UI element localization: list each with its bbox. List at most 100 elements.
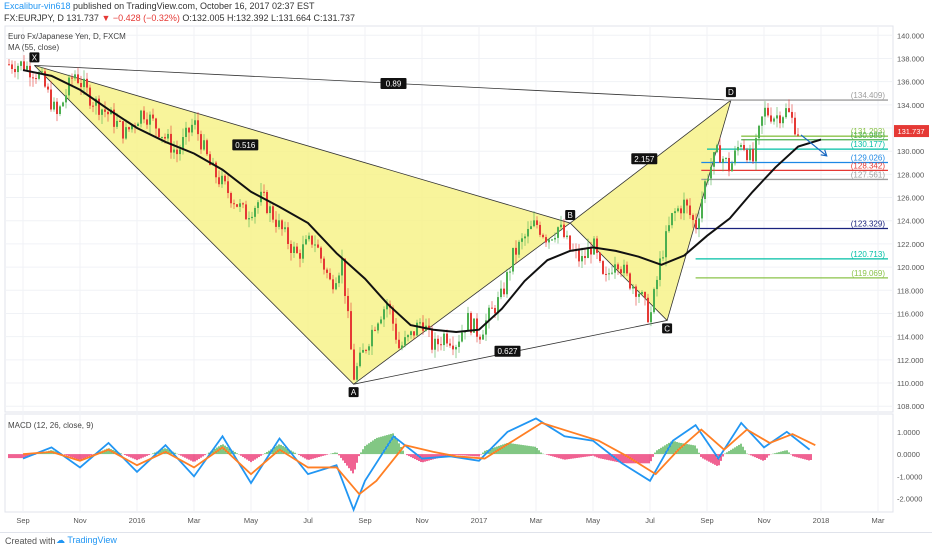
candle-body [251, 216, 253, 219]
y-tick-label: 112.000 [897, 356, 924, 365]
candle-body [287, 227, 289, 244]
candle-body [200, 134, 202, 150]
projection-arrow-line [800, 134, 828, 157]
candle-body [356, 366, 358, 380]
brand-text: TradingView [67, 535, 117, 545]
ratio-label: 0.89 [386, 79, 402, 88]
candle-body [434, 338, 436, 350]
macd-legend: MACD (12, 26, close, 9) [8, 421, 94, 430]
candle-body [563, 224, 565, 238]
ratio-label-bg [232, 139, 259, 151]
candle-body [95, 98, 97, 106]
ratio-label-bg [631, 153, 658, 165]
candle-body [62, 102, 64, 107]
candle-body [176, 149, 178, 155]
candle-body [764, 107, 766, 117]
pivot-label: C [664, 324, 670, 333]
candle-body [494, 307, 496, 314]
candle-body [761, 116, 763, 126]
candle-body [728, 158, 730, 172]
candle-body [473, 318, 475, 333]
tradingview-logo[interactable]: ☁ TradingView [56, 535, 117, 545]
candle-body [509, 271, 511, 273]
candle-body [641, 291, 643, 294]
y-tick-label: 120.000 [897, 263, 924, 272]
candle-body [290, 243, 292, 253]
candle-body [446, 333, 448, 344]
candle-body [50, 89, 52, 110]
candle-body [80, 83, 82, 88]
candle-body [14, 69, 16, 73]
candle-body [623, 264, 625, 274]
candle-body [311, 235, 313, 245]
y-tick-label: 122.000 [897, 240, 924, 249]
candle-body [746, 149, 748, 161]
fib-levels[interactable]: (134.409) (131.293)(130.985)(130.177) (129… [695, 91, 888, 279]
candle-body [467, 312, 469, 332]
candle-body [557, 227, 559, 238]
candle-body [680, 208, 682, 214]
candle-body [788, 108, 790, 112]
candle-body [38, 71, 40, 79]
candle-body [164, 136, 166, 139]
candle-body [401, 345, 403, 349]
candle-body [188, 127, 190, 133]
moving-average [22, 69, 822, 334]
macd-pane [8, 417, 816, 513]
candle-body [119, 120, 121, 122]
candle-body [740, 145, 742, 147]
candle-body [416, 322, 418, 336]
candle-body [734, 150, 736, 164]
candle-body [284, 227, 286, 230]
fib-level-label: (131.293) [851, 127, 886, 136]
ma-line [22, 69, 822, 334]
candle-body [335, 283, 337, 290]
x-tick-label: 2018 [813, 516, 830, 525]
candle-body [686, 199, 688, 206]
candle-body [203, 140, 205, 150]
candle-body [704, 181, 706, 200]
x-tick-label: May [586, 516, 600, 525]
candle-body [41, 71, 43, 73]
candle-body [542, 234, 544, 238]
candle-body [242, 203, 244, 205]
macd-pane-border [4, 413, 894, 513]
candle-body [683, 199, 685, 214]
candle-body [518, 241, 520, 255]
candle-body [713, 152, 715, 167]
candle-body [245, 204, 247, 220]
candle-body [437, 338, 439, 345]
candle-body [710, 166, 712, 179]
candle-body [596, 238, 598, 253]
quote-line: FX:EURJPY, D 131.737 ▼ −0.428 (−0.32%) O… [4, 13, 355, 23]
candle-body [647, 297, 649, 323]
xab-triangle [34, 65, 572, 385]
fib-level-label: (120.713) [851, 250, 886, 259]
candle-body [377, 323, 379, 331]
candle-body [227, 181, 229, 194]
candle-body [47, 86, 49, 90]
candle-body [74, 74, 76, 79]
candle-body [482, 334, 484, 340]
candle-body [221, 175, 223, 185]
ratio-label: 0.627 [497, 347, 518, 356]
candle-body [77, 74, 79, 84]
author-link[interactable]: Excalibur-vin618 [4, 1, 71, 11]
pivot-label-bg [725, 87, 736, 98]
candle-body [71, 77, 73, 79]
candle-body [215, 162, 217, 178]
candle-body [611, 272, 613, 274]
candle-body [569, 235, 571, 250]
candle-body [767, 107, 769, 116]
candle-body [257, 202, 259, 208]
candle-body [365, 349, 367, 351]
candle-body [419, 322, 421, 324]
candle-body [632, 286, 634, 289]
candle-body [26, 65, 28, 70]
pivot-label: D [728, 88, 734, 97]
candle-body [743, 145, 745, 150]
candle-body [782, 117, 784, 124]
chart-canvas[interactable]: (134.409) (131.293)(130.985)(130.177) (129… [0, 0, 932, 532]
x-tick-label: Mar [530, 516, 543, 525]
candle-body [122, 121, 124, 139]
